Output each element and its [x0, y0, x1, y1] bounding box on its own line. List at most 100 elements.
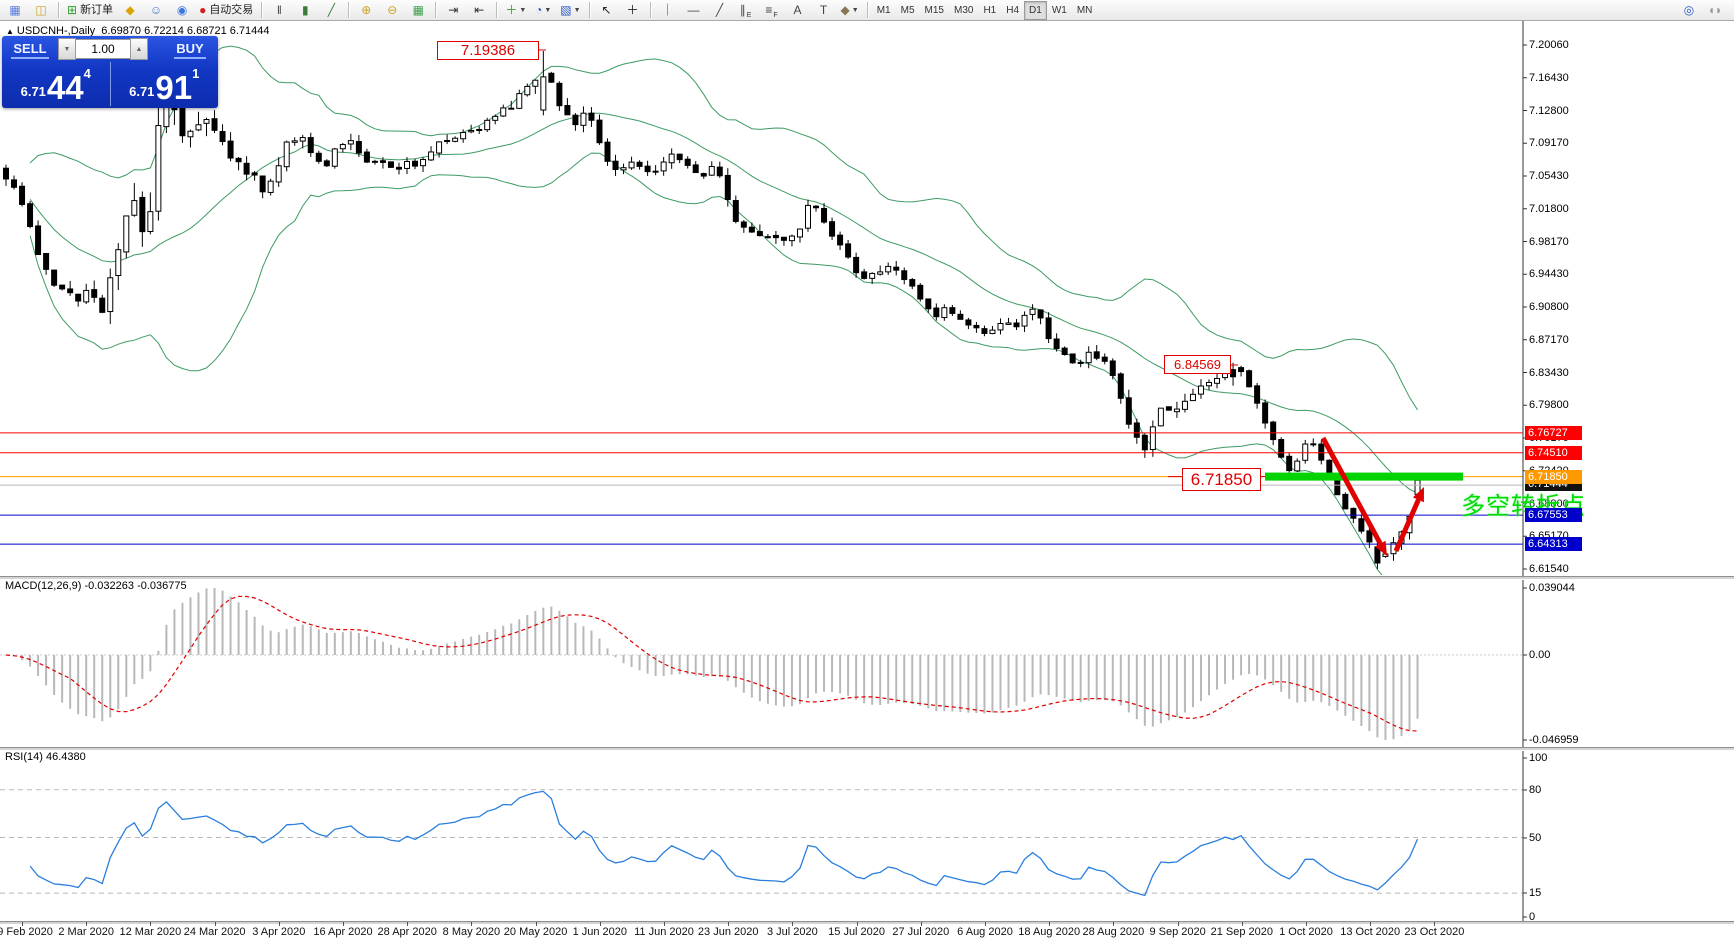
support-zone-band[interactable]	[1265, 472, 1463, 481]
search-button[interactable]: ◎	[1677, 0, 1701, 20]
timeframe-m5-button[interactable]: M5	[900, 4, 915, 16]
data-window-button[interactable]: ◫	[29, 0, 53, 20]
pivot-price-label[interactable]: 6.71850	[1182, 468, 1261, 491]
time-axis-tick	[1370, 922, 1372, 926]
timeframe-mn-button[interactable]: MN	[1076, 4, 1093, 16]
macd-axis-max: 0.039044	[1529, 582, 1575, 594]
time-axis-label: 3 Jul 2020	[767, 926, 818, 938]
channel-button[interactable]: ∥ E	[734, 0, 758, 20]
macd-panel-area[interactable]	[0, 588, 1523, 740]
line-chart-button[interactable]: ╱	[319, 0, 343, 20]
bear-candle-body	[1109, 360, 1116, 376]
main-chart-area[interactable]	[3, 45, 1421, 584]
chat-button[interactable]: ◖◗	[1703, 0, 1727, 20]
tile-windows-button[interactable]: ▦	[406, 0, 430, 20]
fibonacci-button[interactable]: ≡ F	[760, 0, 784, 20]
rsi-panel-area[interactable]	[0, 789, 1523, 897]
lower-high-price-label[interactable]: 6.84569	[1164, 355, 1231, 374]
auto-scroll-button[interactable]: ⇥	[441, 0, 465, 20]
up-arrow[interactable]	[1393, 498, 1421, 553]
bear-candle-body	[387, 161, 394, 168]
rsi-line[interactable]	[29, 790, 1419, 897]
chart-shift-button[interactable]: ⇤	[467, 0, 491, 20]
candle-chart-button[interactable]: ▮	[293, 0, 317, 20]
chevron-down-icon[interactable]: ▼	[519, 6, 527, 14]
chevron-down-icon[interactable]: ▼	[573, 6, 581, 14]
bear-candle-body	[211, 118, 218, 131]
macd-signal-line[interactable]	[5, 595, 1418, 732]
macd-panel-splitter[interactable]	[0, 576, 1734, 580]
chart-window-button[interactable]: ▦	[3, 0, 27, 20]
ohlc-values: 6.69870 6.72214 6.68721 6.71444	[101, 25, 270, 37]
bull-candle-body	[83, 289, 90, 303]
bear-candle-body	[596, 119, 603, 144]
time-axis-label: 15 Jul 2020	[828, 926, 886, 938]
timeframe-h4-button[interactable]: H4	[1006, 4, 1020, 16]
trendline-button[interactable]: ╱	[708, 0, 732, 20]
collapse-triangle-icon[interactable]: ▲	[6, 27, 14, 36]
bollinger-lower-band[interactable]	[29, 152, 1417, 584]
timeframe-m30-button[interactable]: M30	[953, 4, 974, 16]
volume-increase-button[interactable]: ▲	[130, 38, 148, 60]
time-axis-label: 28 Apr 2020	[377, 926, 437, 938]
vertical-line-button[interactable]: ｜	[656, 0, 680, 20]
signals-button[interactable]: ◉	[170, 0, 194, 20]
bear-candle-body	[27, 203, 34, 227]
swing-high-price-label[interactable]: 7.19386	[437, 41, 539, 60]
timeframe-h1-button[interactable]: H1	[983, 4, 997, 16]
timeframe-m1-button[interactable]: M1	[876, 4, 891, 16]
new-order-button[interactable]: ⊞ 新订单	[64, 0, 116, 20]
chevron-down-icon[interactable]: ▼	[544, 6, 552, 14]
bar-chart-button[interactable]: ‖	[267, 0, 291, 20]
crosshair-button[interactable]: ＋	[621, 0, 645, 20]
bear-candle-body	[861, 271, 868, 279]
periods-button[interactable]: ◔ ▼	[531, 0, 555, 20]
bollinger-upper-band[interactable]	[29, 45, 1418, 411]
volume-decrease-button[interactable]: ▼	[58, 38, 76, 60]
rsi-panel-splitter[interactable]	[0, 747, 1734, 751]
bear-candle-body	[676, 153, 683, 161]
sell-button[interactable]: SELL	[2, 36, 58, 62]
time-axis[interactable]	[0, 923, 1734, 943]
ask-price-small: 6.71	[129, 84, 155, 99]
bull-candle-body	[997, 323, 1004, 331]
bull-candle-body	[267, 180, 274, 193]
chevron-down-icon[interactable]: ▼	[851, 6, 859, 14]
timeframe-d1-button[interactable]: D1	[1024, 0, 1047, 20]
timeframe-m15-button[interactable]: M15	[924, 4, 944, 16]
indicators-button[interactable]: ＋ ▼	[502, 0, 529, 20]
bollinger-middle-band[interactable]	[29, 112, 1418, 494]
bear-candle-body	[716, 166, 723, 177]
horizontal-line-button[interactable]: —	[682, 0, 706, 20]
zoom-out-button[interactable]: ⊖	[380, 0, 404, 20]
cursor-button[interactable]: ↖	[595, 0, 619, 20]
bear-candle-body	[412, 160, 419, 167]
bear-candle-body	[837, 234, 844, 246]
profile-button[interactable]: ☺	[144, 0, 168, 20]
autotrade-button[interactable]: ● 自动交易	[196, 0, 256, 20]
templates-button[interactable]: ▧ ▼	[557, 0, 583, 20]
bear-candle-body	[780, 236, 787, 241]
toolbar-separator	[496, 2, 498, 18]
bear-candle-body	[1069, 353, 1076, 364]
time-axis-label: 6 Aug 2020	[957, 926, 1013, 938]
bear-candle-body	[917, 284, 924, 300]
shapes-button[interactable]: ◆ ▼	[838, 0, 862, 20]
volume-input[interactable]	[76, 39, 130, 59]
level-price-badge: 6.71850	[1525, 469, 1582, 484]
styler-button[interactable]: ◆	[118, 0, 142, 20]
buy-button[interactable]: BUY	[162, 36, 218, 62]
bear-candle-body	[909, 279, 916, 287]
bear-candle-body	[35, 225, 42, 256]
fibonacci-icon-sub: F	[773, 12, 778, 19]
text-label-button[interactable]: T	[812, 0, 836, 20]
bull-candle-body	[869, 272, 876, 279]
down-arrow[interactable]	[1320, 436, 1383, 545]
time-axis-label: 21 Sep 2020	[1210, 926, 1273, 938]
text-button[interactable]: A	[786, 0, 810, 20]
bull-candle-body	[115, 249, 122, 277]
autotrade-label: 自动交易	[209, 3, 254, 16]
timeframe-w1-button[interactable]: W1	[1051, 4, 1067, 16]
zoom-in-button[interactable]: ⊕	[354, 0, 378, 20]
